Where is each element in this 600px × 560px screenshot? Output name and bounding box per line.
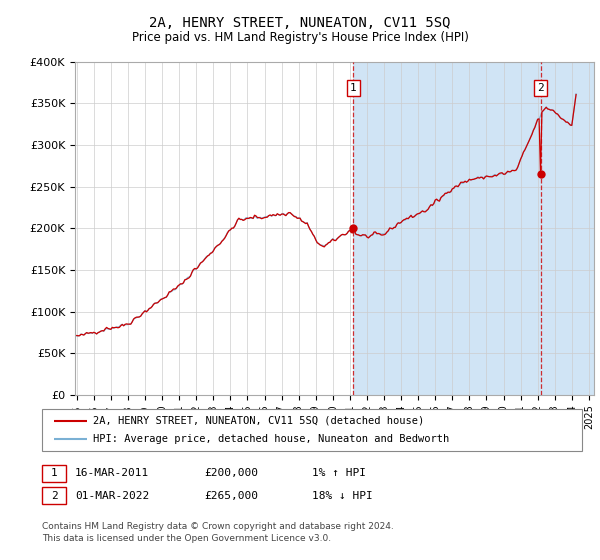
Text: 2: 2 (50, 491, 58, 501)
Text: 1: 1 (350, 83, 357, 94)
Bar (353, 62, 594, 395)
Text: Contains HM Land Registry data © Crown copyright and database right 2024.
This d: Contains HM Land Registry data © Crown c… (42, 522, 394, 543)
Text: 18% ↓ HPI: 18% ↓ HPI (312, 491, 373, 501)
Text: 16-MAR-2011: 16-MAR-2011 (75, 468, 149, 478)
Text: £265,000: £265,000 (204, 491, 258, 501)
Text: Price paid vs. HM Land Registry's House Price Index (HPI): Price paid vs. HM Land Registry's House … (131, 31, 469, 44)
Text: 2: 2 (537, 83, 544, 94)
Text: 2A, HENRY STREET, NUNEATON, CV11 5SQ (detached house): 2A, HENRY STREET, NUNEATON, CV11 5SQ (de… (93, 416, 424, 426)
Text: £200,000: £200,000 (204, 468, 258, 478)
Text: HPI: Average price, detached house, Nuneaton and Bedworth: HPI: Average price, detached house, Nune… (93, 434, 449, 444)
Text: 1% ↑ HPI: 1% ↑ HPI (312, 468, 366, 478)
Text: 2A, HENRY STREET, NUNEATON, CV11 5SQ: 2A, HENRY STREET, NUNEATON, CV11 5SQ (149, 16, 451, 30)
Text: 1: 1 (50, 468, 58, 478)
Text: 01-MAR-2022: 01-MAR-2022 (75, 491, 149, 501)
